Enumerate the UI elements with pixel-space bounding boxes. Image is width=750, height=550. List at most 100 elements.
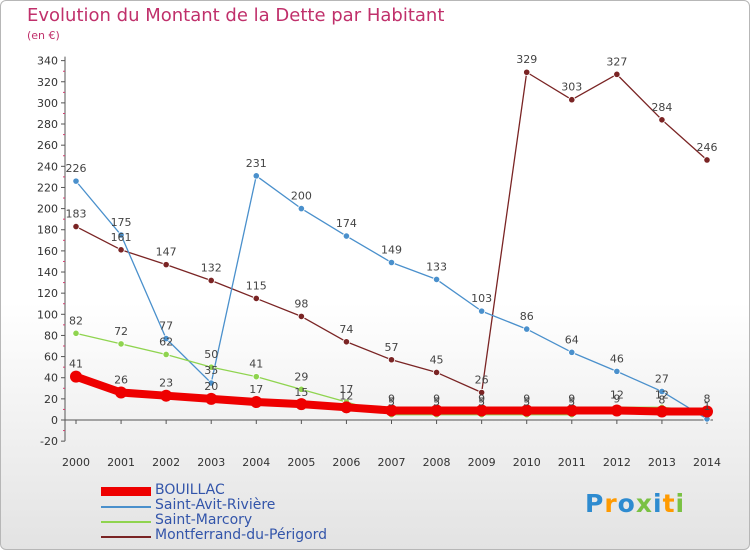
chart-title: Evolution du Montant de la Dette par Hab… [27,5,445,26]
data-label-saint-marcory: 17 [339,383,353,396]
data-label-montferrand-du-p-rigord: 45 [430,353,444,366]
data-point-saint-avit-rivi-re [117,231,125,239]
y-tick-label: 120 [37,287,58,300]
data-label-montferrand-du-p-rigord: 327 [606,55,627,68]
data-label-bouillac: 20 [204,380,218,393]
data-point-montferrand-du-p-rigord [523,68,531,76]
data-label-bouillac: 23 [159,377,173,390]
data-point-montferrand-du-p-rigord [387,356,396,364]
data-label-extra: 8 [658,394,665,407]
data-label-bouillac: 41 [69,358,83,371]
x-tick-label: 2011 [558,456,586,469]
y-tick-label: 200 [37,203,58,216]
data-label-montferrand-du-p-rigord: 246 [697,141,718,154]
legend-label-montferrand: Montferrand-du-Périgord [155,527,328,543]
data-point-montferrand-du-p-rigord [162,261,170,269]
data-point-saint-avit-rivi-re [387,258,396,267]
x-tick-label: 2005 [287,456,315,469]
logo-letter: P [585,489,605,518]
data-point-bouillac [701,405,713,418]
data-label-saint-marcory: 5 [433,396,440,409]
data-label-saint-marcory: 41 [249,358,263,371]
data-point-bouillac [655,405,668,418]
data-point-saint-avit-rivi-re [207,379,215,387]
y-tick-label: 300 [37,97,58,110]
data-label-saint-marcory: 5 [568,396,575,409]
y-tick-label: 40 [44,372,58,385]
data-point-montferrand-du-p-rigord [568,96,576,104]
data-label-montferrand-du-p-rigord: 147 [156,246,177,259]
x-tick-label: 2003 [197,456,225,469]
data-point-bouillac [70,370,82,383]
data-point-saint-avit-rivi-re [658,387,666,396]
data-point-montferrand-du-p-rigord [342,338,351,346]
y-tick-label: 320 [37,76,58,89]
legend-label-bouillac: BOUILLAC [155,482,225,498]
data-label-montferrand-du-p-rigord: 115 [246,279,267,292]
y-tick-label: 240 [37,160,58,173]
data-label-montferrand-du-p-rigord: 183 [66,208,87,221]
legend-swatch-saint-marcory [101,521,151,523]
data-point-bouillac [520,404,533,417]
data-label-saint-avit-rivi-re: 1 [704,400,711,413]
y-tick-label: 0 [51,414,58,427]
data-label-montferrand-du-p-rigord: 161 [111,231,132,244]
data-label-saint-avit-rivi-re: 27 [655,372,669,385]
data-label-saint-avit-rivi-re: 35 [204,364,218,377]
chart-unit: (en €) [27,29,60,42]
data-label-saint-marcory: 8 [704,393,711,406]
data-label-bouillac: 26 [114,374,128,387]
data-point-montferrand-du-p-rigord [613,70,621,78]
y-tick-label: 100 [37,308,58,321]
data-label-saint-avit-rivi-re: 103 [471,292,492,305]
data-label-saint-marcory: 50 [204,348,218,361]
data-label-saint-avit-rivi-re: 149 [381,244,402,257]
data-point-saint-marcory [117,340,125,348]
data-point-bouillac [205,392,218,405]
data-label-saint-avit-rivi-re: 133 [426,260,447,273]
logo-letter: t [662,489,676,518]
data-point-bouillac [295,398,308,411]
x-tick-label: 2000 [62,456,90,469]
y-tick-label: 260 [37,139,58,152]
data-point-montferrand-du-p-rigord [207,276,215,285]
y-tick-label: 160 [37,245,58,258]
proxiti-logo: Proxiti [585,489,685,518]
logo-letter: i [653,489,663,518]
data-label-saint-marcory: 5 [388,396,395,409]
logo-letter: o [617,489,636,518]
data-point-saint-marcory [252,373,260,381]
y-tick-label: 60 [44,351,58,364]
y-tick-label: 140 [37,266,58,279]
data-label-saint-avit-rivi-re: 174 [336,217,357,230]
data-label-montferrand-du-p-rigord: 303 [561,81,582,94]
data-label-montferrand-du-p-rigord: 284 [651,101,672,114]
data-label-extra: 9 [568,392,575,405]
data-label-bouillac: 17 [249,383,263,396]
data-point-bouillac [250,396,263,409]
y-tick-label: 340 [37,55,58,68]
data-point-saint-avit-rivi-re [72,177,80,185]
x-tick-label: 2012 [603,456,631,469]
data-point-saint-avit-rivi-re [478,307,486,315]
logo-letter: x [635,489,653,518]
data-point-saint-avit-rivi-re [342,232,351,240]
data-point-saint-avit-rivi-re [523,325,531,333]
y-tick-label: 80 [44,329,58,342]
data-point-bouillac [610,404,623,417]
data-point-montferrand-du-p-rigord [658,116,666,124]
x-tick-label: 2002 [152,456,180,469]
y-tick-label: -20 [40,435,58,448]
data-label-extra: 9 [388,392,395,405]
data-point-saint-marcory [297,385,305,393]
x-tick-label: 2010 [513,456,541,469]
legend-swatch-montferrand [101,536,151,538]
x-tick-label: 2001 [107,456,135,469]
data-label-saint-avit-rivi-re: 46 [610,352,624,365]
logo-letter: r [604,489,618,518]
data-label-saint-avit-rivi-re: 231 [246,157,267,170]
data-label-saint-marcory: 82 [69,314,83,327]
data-point-saint-avit-rivi-re [613,367,621,375]
